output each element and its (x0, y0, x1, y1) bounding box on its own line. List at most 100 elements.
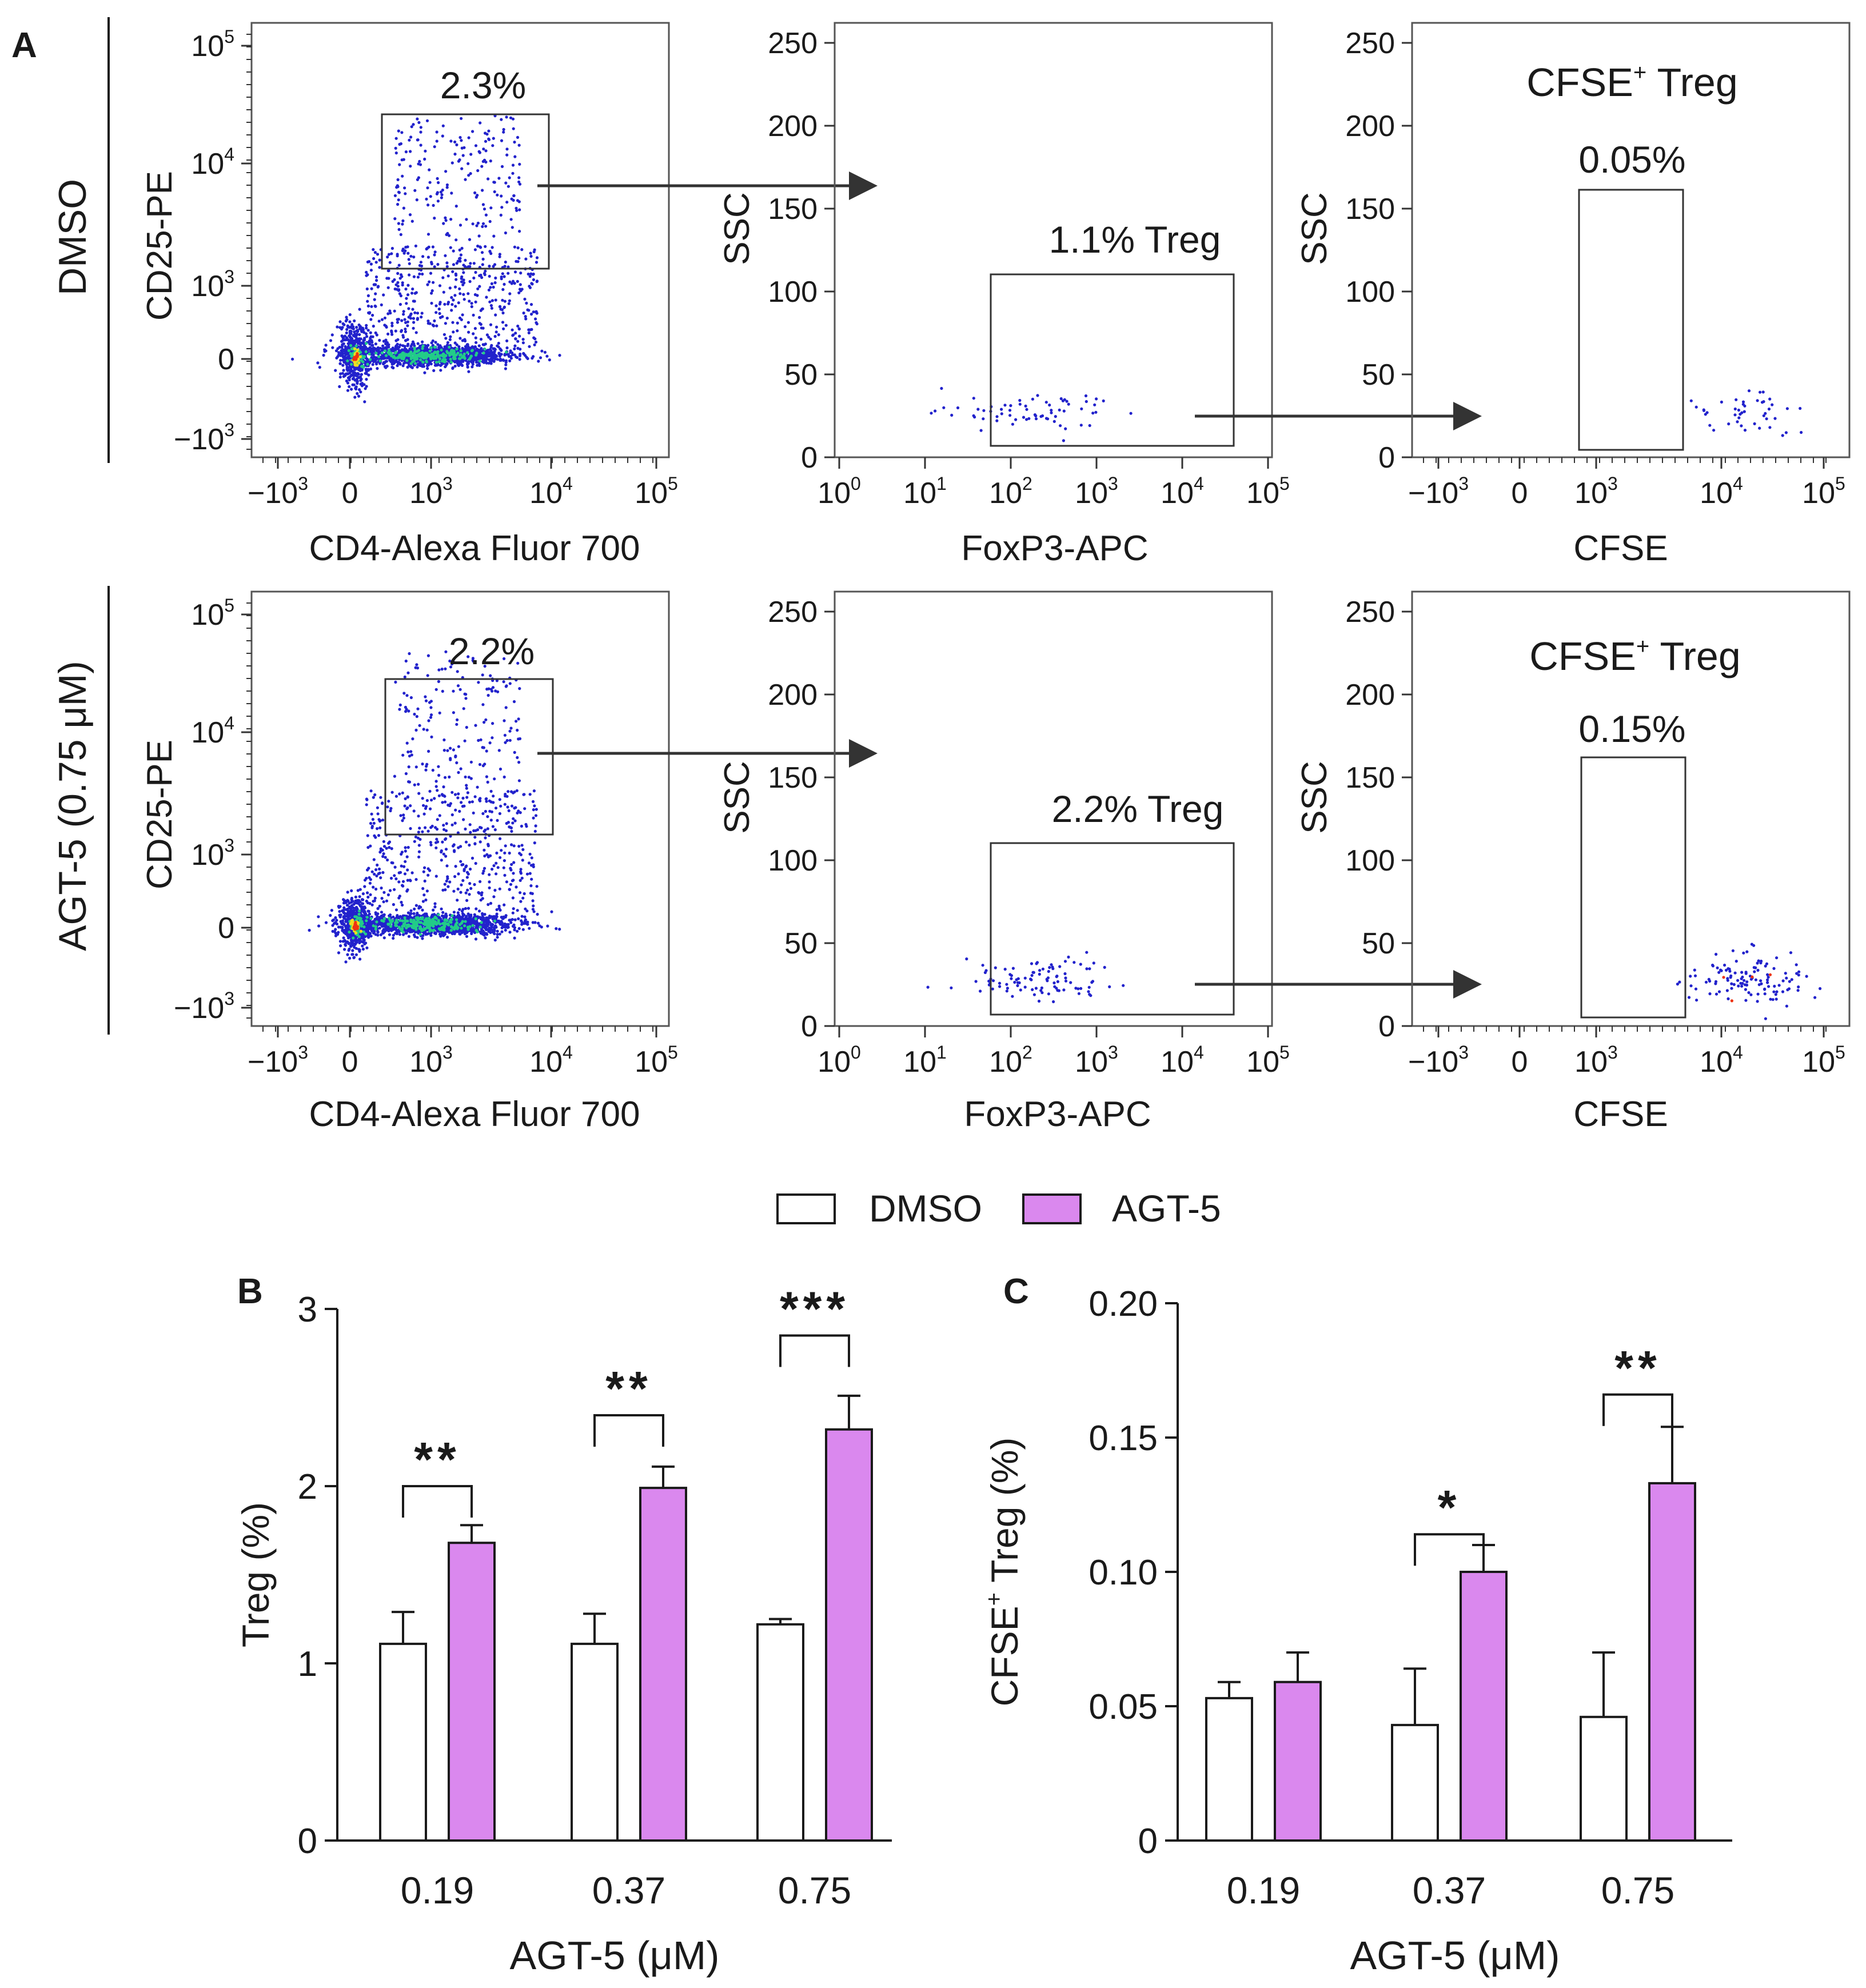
event-dot (429, 362, 433, 366)
event-dot (459, 253, 463, 257)
event-dot (513, 926, 517, 929)
event-dot (466, 365, 469, 369)
event-dot (456, 329, 459, 333)
event-dot (412, 352, 416, 355)
event-dot (1747, 389, 1751, 393)
event-dot (308, 928, 311, 932)
event-dot (504, 181, 508, 185)
x-tick-label: 103 (1574, 473, 1618, 510)
event-dot (518, 358, 521, 361)
event-dot (465, 915, 468, 918)
event-dot (368, 358, 372, 361)
event-dot (446, 341, 450, 344)
event-dot (444, 216, 447, 219)
event-dot (346, 891, 349, 894)
gate-title: CFSE+ Treg (1526, 60, 1738, 105)
event-dot (445, 265, 449, 268)
event-dot (505, 350, 508, 354)
event-dot (406, 342, 410, 346)
event-dot (517, 176, 521, 179)
event-dot (365, 378, 368, 381)
event-dot (469, 172, 472, 175)
event-dot (341, 929, 344, 932)
event-dot (397, 318, 400, 321)
event-dot (475, 348, 479, 351)
event-dot (454, 205, 458, 208)
event-dot (474, 270, 477, 274)
event-dot (1712, 429, 1716, 432)
event-dot (345, 318, 349, 321)
event-dot (346, 904, 349, 907)
event-dot (1753, 422, 1756, 426)
event-dot (499, 348, 503, 352)
event-dot (481, 307, 484, 310)
event-dot (401, 247, 405, 251)
event-dot (441, 914, 444, 917)
event-dot (477, 234, 481, 238)
event-dot (353, 396, 357, 399)
event-dot (434, 304, 438, 308)
event-dot (418, 354, 421, 358)
event-dot (349, 352, 353, 356)
event-dot (484, 149, 488, 153)
event-dot (361, 898, 365, 901)
event-dot (352, 327, 356, 330)
event-dot (396, 254, 399, 258)
event-dot (518, 182, 522, 186)
event-dot (394, 931, 398, 935)
event-dot (535, 280, 539, 283)
event-dot (393, 309, 396, 313)
event-dot (495, 912, 499, 916)
event-dot (371, 363, 374, 366)
event-dot (317, 924, 321, 928)
event-dot (369, 331, 372, 334)
event-dot (380, 303, 383, 307)
event-dot (479, 121, 482, 125)
event-dot (397, 190, 401, 194)
event-dot (360, 359, 364, 362)
event-dot (436, 199, 440, 203)
event-dot (1000, 408, 1003, 411)
event-dot (391, 346, 394, 350)
event-dot (500, 194, 503, 198)
event-dot (995, 419, 999, 422)
event-dot (417, 176, 421, 179)
event-dot (529, 303, 533, 306)
event-dot (358, 376, 361, 380)
event-dot (517, 917, 520, 920)
event-dot (1743, 429, 1747, 432)
event-dot (365, 946, 369, 949)
event-dot (419, 130, 422, 134)
panel-label-a: A (11, 26, 37, 65)
event-dot (492, 927, 496, 931)
event-dot (348, 385, 351, 389)
event-dot (509, 116, 513, 119)
event-dot (451, 270, 454, 273)
event-dot (1050, 411, 1053, 414)
event-dot (370, 305, 373, 308)
event-dot (409, 365, 413, 369)
event-dot (354, 363, 357, 366)
event-dot (434, 311, 438, 314)
event-dot (423, 157, 426, 161)
event-dot (480, 326, 483, 330)
event-dot (1720, 400, 1723, 404)
y-tick-label: 0 (801, 441, 818, 474)
event-dot (475, 361, 479, 364)
event-dot (467, 370, 471, 373)
event-dot (441, 124, 445, 127)
event-dot (455, 348, 458, 351)
event-dot (489, 337, 492, 341)
event-dot (436, 177, 439, 180)
event-dot (382, 930, 386, 933)
event-dot (511, 918, 514, 921)
event-dot (398, 292, 402, 296)
event-dot (357, 361, 361, 365)
event-dot (1052, 420, 1056, 424)
event-dot (412, 317, 416, 320)
event-dot (527, 331, 531, 335)
event-dot (466, 265, 470, 269)
event-dot (374, 305, 377, 308)
event-dot (342, 342, 345, 346)
event-dot (361, 356, 365, 360)
